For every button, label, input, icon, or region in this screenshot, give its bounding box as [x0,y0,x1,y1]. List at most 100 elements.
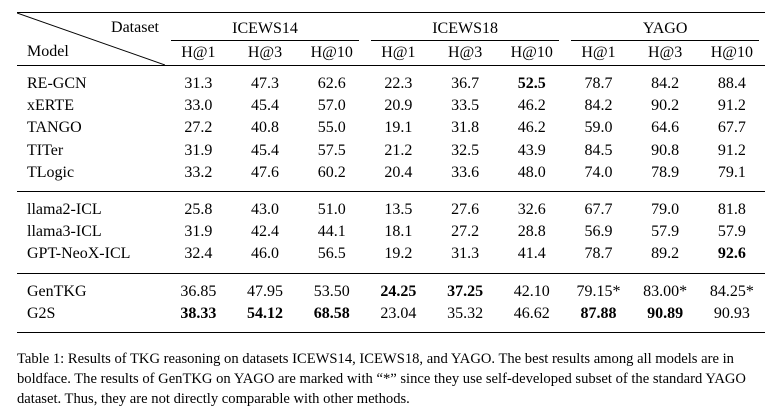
table-body: RE-GCN 31.3 47.3 62.6 22.3 36.7 52.5 78.7 84.2 88… [17,66,766,333]
metric-header: H@1 [181,44,216,61]
value-cell: 18.1 [384,223,413,241]
dataset-header-yago: YAGO [565,13,765,41]
value-cell: 91.2 [717,141,746,159]
table-row: xERTE 33.0 45.4 57.0 20.9 33.5 46.2 84.2 90.2 91.… [17,95,765,117]
value-cell: 79.0 [651,201,680,219]
value-cell: 45.4 [251,97,280,115]
group-spacer [17,192,765,199]
value-cell: 90.8 [651,141,680,159]
metric-header: H@10 [510,44,553,61]
value-cell: 57.9 [651,223,680,241]
value-cell: 44.1 [317,223,346,241]
table-row: TITer 31.9 45.4 57.5 21.2 32.5 43.9 84.5 90.8 91.… [17,140,765,162]
value-cell: 46.62 [513,304,550,322]
value-cell: 78.9 [651,163,680,181]
value-cell: 27.6 [451,201,480,219]
value-cell: 43.0 [251,201,280,219]
value-cell: 48.0 [517,163,546,181]
value-cell: 27.2 [451,223,480,241]
value-cell: 32.6 [517,201,546,219]
model-name-cell: xERTE [27,97,75,115]
group-spacer [17,184,765,192]
value-cell: 79.1 [717,163,746,181]
value-cell: 87.88 [580,304,617,322]
model-name-cell: RE-GCN [27,75,87,93]
value-cell: 43.9 [517,141,546,159]
value-cell: 79.15* [576,282,621,300]
value-cell: 22.3 [384,75,413,93]
diagonal-line [17,13,165,65]
value-cell: 91.2 [717,97,746,115]
table-row: llama3-ICL 31.9 42.4 44.1 18.1 27.2 28.8 56.9 57… [17,221,765,243]
group-spacer [17,66,765,73]
value-cell: 46.2 [517,119,546,137]
value-cell: 21.2 [384,141,413,159]
value-cell: 33.6 [451,163,480,181]
value-cell: 62.6 [317,75,346,93]
model-name-cell: TANGO [27,119,82,137]
metric-header: H@1 [581,44,616,61]
value-cell: 23.04 [380,304,417,322]
value-cell: 33.5 [451,97,480,115]
value-cell: 64.6 [651,119,680,137]
results-table: Dataset Model ICEWS14 ICEWS18 YAGO [17,12,766,333]
group-spacer [17,274,765,281]
metric-header: H@10 [710,44,753,61]
value-cell: 41.4 [517,245,546,263]
value-cell: 84.2 [651,75,680,93]
value-cell: 78.7 [584,245,613,263]
value-cell: 20.4 [384,163,413,181]
value-cell: 54.12 [247,304,284,322]
table-row: RE-GCN 31.3 47.3 62.6 22.3 36.7 52.5 78.7 84.2 88… [17,73,765,95]
value-cell: 33.2 [184,163,213,181]
table-row: TANGO 27.2 40.8 55.0 19.1 31.8 46.2 59.0 64.6 67.… [17,117,765,139]
model-name-cell: TITer [27,141,64,159]
table-caption: Table 1: Results of TKG reasoning on dat… [17,351,746,407]
group-separator-rule [17,191,766,192]
header-row-datasets: Dataset Model ICEWS14 ICEWS18 YAGO [17,13,765,65]
value-cell: 89.2 [651,245,680,263]
value-cell: 56.5 [317,245,346,263]
value-cell: 19.2 [384,245,413,263]
table-row: GenTKG 36.85 47.95 53.50 24.25 37.25 42.10 79.1… [17,281,765,303]
model-name-cell: llama3-ICL [27,223,102,241]
value-cell: 13.5 [384,201,413,219]
model-header-label: Model [27,43,69,60]
value-cell: 51.0 [317,201,346,219]
value-cell: 42.4 [251,223,280,241]
value-cell: 74.0 [584,163,613,181]
value-cell: 42.10 [513,282,550,300]
table-row: G2S 38.33 54.12 68.58 23.04 35.32 46.62 87.88 90… [17,303,765,325]
model-name-cell: llama2-ICL [27,201,102,219]
value-cell: 38.33 [180,304,217,322]
value-cell: 81.8 [717,201,746,219]
dataset-header-icews14: ICEWS14 [165,13,365,41]
top-rule [17,12,766,13]
dataset-header-icews18: ICEWS18 [365,13,565,41]
value-cell: 24.25 [380,282,417,300]
table-row: TLogic 33.2 47.6 60.2 20.4 33.6 48.0 74.0 78.9 79… [17,162,765,184]
value-cell: 27.2 [184,119,213,137]
value-cell: 35.32 [447,304,484,322]
value-cell: 31.3 [184,75,213,93]
value-cell: 60.2 [317,163,346,181]
value-cell: 78.7 [584,75,613,93]
model-name-cell: TLogic [27,163,75,181]
value-cell: 45.4 [251,141,280,159]
value-cell: 55.0 [317,119,346,137]
value-cell: 83.00* [643,282,688,300]
value-cell: 59.0 [584,119,613,137]
header-rule [17,65,766,66]
value-cell: 88.4 [717,75,746,93]
value-cell: 47.6 [251,163,280,181]
value-cell: 25.8 [184,201,213,219]
value-cell: 92.6 [717,245,746,263]
value-cell: 90.89 [647,304,684,322]
table-row: llama2-ICL 25.8 43.0 51.0 13.5 27.6 32.6 67.7 79… [17,199,765,221]
value-cell: 20.9 [384,97,413,115]
value-cell: 33.0 [184,97,213,115]
dataset-header-label: Dataset [111,19,159,36]
value-cell: 28.8 [517,223,546,241]
value-cell: 84.5 [584,141,613,159]
metric-header: H@3 [447,44,483,61]
